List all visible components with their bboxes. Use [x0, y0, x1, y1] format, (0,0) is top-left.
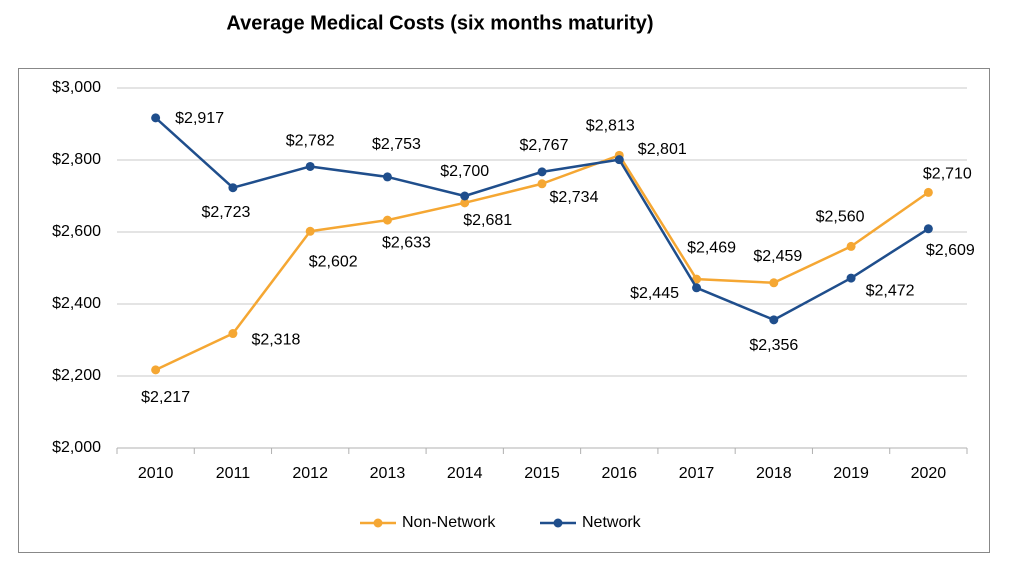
data-point [537, 167, 547, 177]
data-label: $2,459 [753, 248, 802, 265]
data-point [151, 365, 161, 375]
y-tick-label: $2,000 [52, 439, 101, 456]
data-point [537, 179, 547, 189]
x-tick-label: 2018 [756, 465, 792, 482]
legend-marker [373, 518, 383, 528]
x-tick-label: 2016 [601, 465, 637, 482]
x-tick-label: 2017 [679, 465, 715, 482]
x-tick-label: 2015 [524, 465, 560, 482]
data-point [846, 273, 856, 283]
data-label: $2,633 [382, 234, 431, 251]
y-tick-label: $2,800 [52, 151, 101, 168]
legend-label: Network [582, 514, 642, 531]
data-label: $2,710 [923, 166, 972, 183]
x-tick-label: 2020 [911, 465, 947, 482]
data-point [382, 215, 392, 225]
data-point [228, 183, 238, 193]
data-point [769, 278, 779, 288]
data-label: $2,917 [175, 110, 224, 127]
data-label: $2,217 [141, 389, 190, 406]
data-label: $2,602 [309, 253, 358, 270]
chart-border [18, 68, 990, 553]
data-label: $2,734 [550, 189, 599, 206]
data-label: $2,782 [286, 133, 335, 150]
legend-marker [553, 518, 563, 528]
y-tick-label: $3,000 [52, 79, 101, 96]
x-tick-label: 2010 [138, 465, 174, 482]
data-label: $2,609 [926, 242, 975, 259]
data-label: $2,560 [816, 209, 865, 226]
data-label: $2,356 [749, 337, 798, 354]
y-tick-label: $2,200 [52, 367, 101, 384]
data-point [228, 329, 238, 339]
data-label: $2,472 [866, 282, 915, 299]
data-point [923, 187, 933, 197]
data-point [614, 155, 624, 165]
y-tick-label: $2,400 [52, 295, 101, 312]
data-point [692, 283, 702, 293]
data-point [305, 161, 315, 171]
data-label: $2,767 [520, 137, 569, 154]
x-tick-label: 2011 [216, 465, 251, 482]
chart-title: Average Medical Costs (six months maturi… [226, 12, 653, 34]
data-label: $2,681 [463, 212, 512, 229]
data-label: $2,723 [201, 204, 250, 221]
data-point [692, 274, 702, 284]
legend-label: Non-Network [402, 514, 496, 531]
data-point [769, 315, 779, 325]
data-point [460, 198, 470, 208]
data-point [151, 113, 161, 123]
x-tick-label: 2013 [370, 465, 406, 482]
data-label: $2,318 [251, 332, 300, 349]
data-point [305, 226, 315, 236]
data-label: $2,813 [586, 118, 635, 135]
data-label: $2,445 [630, 285, 679, 302]
x-tick-label: 2012 [292, 465, 328, 482]
data-point [846, 241, 856, 251]
data-label: $2,801 [638, 141, 687, 158]
data-label: $2,700 [440, 163, 489, 180]
x-tick-label: 2019 [833, 465, 869, 482]
y-tick-label: $2,600 [52, 223, 101, 240]
data-point [923, 224, 933, 234]
data-label: $2,753 [372, 136, 421, 153]
data-point [460, 191, 470, 201]
x-tick-label: 2014 [447, 465, 483, 482]
data-label: $2,469 [687, 239, 736, 256]
data-point [382, 172, 392, 182]
